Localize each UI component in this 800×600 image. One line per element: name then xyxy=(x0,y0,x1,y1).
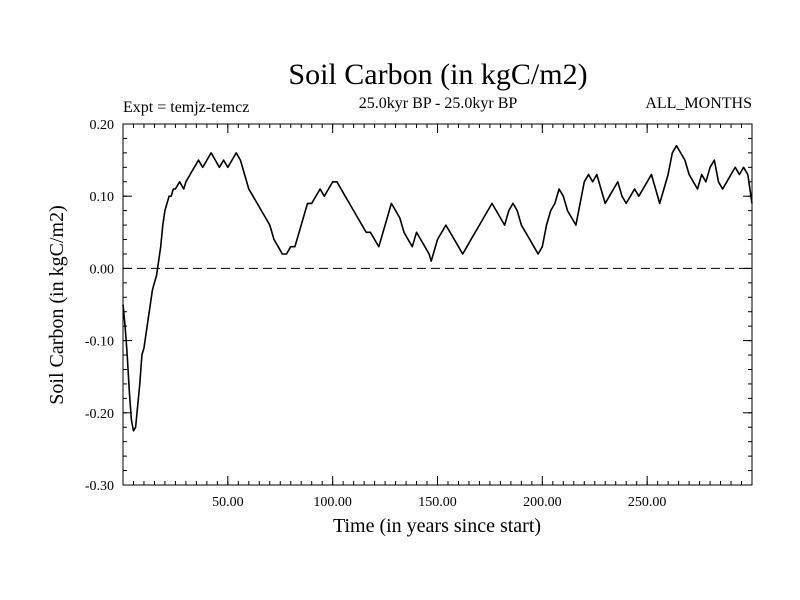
x-tick-label: 50.00 xyxy=(212,495,244,510)
x-tick-label: 200.00 xyxy=(523,495,562,510)
y-tick-label: -0.20 xyxy=(85,407,114,422)
series-layer xyxy=(122,144,753,432)
axes-layer xyxy=(123,123,752,486)
chart-title: Soil Carbon (in kgC/m2) xyxy=(288,58,587,91)
plot-frame xyxy=(122,123,753,486)
tick-labels: 50.00 100.00 150.00 200.00 250.00 -0.30 -0.20 -… xyxy=(85,118,667,510)
y-tick-label: 0.20 xyxy=(90,118,115,133)
y-axis-label: Soil Carbon (in kgC/m2) xyxy=(46,205,68,404)
x-axis-label: Time (in years since start) xyxy=(333,515,541,537)
y-tick-label: 0.10 xyxy=(90,190,115,205)
y-tick-label: 0.00 xyxy=(90,262,115,277)
x-tick-label: 150.00 xyxy=(418,495,457,510)
soil-carbon-series-line xyxy=(122,144,753,432)
chart-subtitle: 25.0kyr BP - 25.0kyr BP xyxy=(359,95,518,112)
x-tick-label: 250.00 xyxy=(628,495,667,510)
experiment-label: Expt = temjz-temcz xyxy=(123,99,249,116)
y-tick-label: -0.30 xyxy=(85,479,114,494)
months-label: ALL_MONTHS xyxy=(645,95,752,112)
x-tick-label: 100.00 xyxy=(313,495,352,510)
y-tick-label: -0.10 xyxy=(85,335,114,350)
